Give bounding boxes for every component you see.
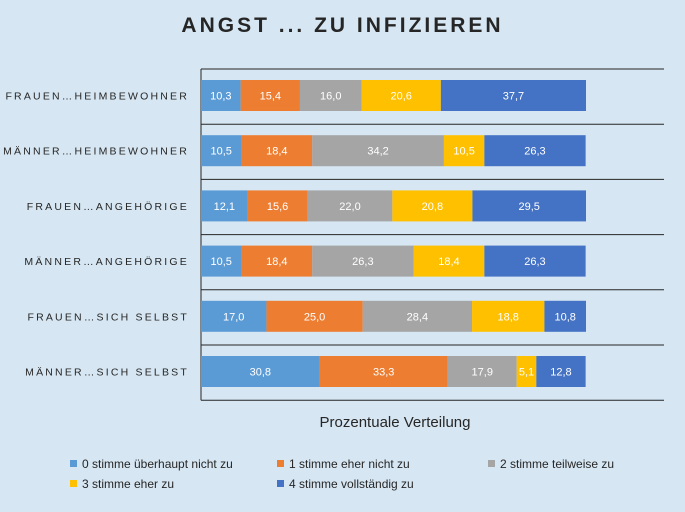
legend-swatch (277, 480, 284, 488)
bar-segment (484, 135, 586, 167)
legend-item: 2 stimme teilweise zu (488, 457, 614, 471)
data-label: 10,3 (210, 91, 231, 103)
bar-segment (472, 300, 545, 332)
data-label: 33,3 (373, 367, 394, 379)
legend-swatch (70, 460, 77, 468)
category-label: MÄNNER…ANGEHÖRIGE (24, 256, 189, 268)
bar-segment (392, 190, 473, 222)
data-label: 18,4 (266, 146, 287, 158)
bar-segment (544, 300, 586, 332)
bar-segment (201, 135, 242, 167)
data-label: 20,8 (422, 201, 443, 213)
bar-segment (201, 245, 242, 277)
bar-segment (361, 80, 441, 111)
bar-segment (312, 135, 444, 167)
legend-swatch (488, 460, 495, 468)
bar-segment (536, 356, 586, 387)
data-label: 18,4 (438, 256, 459, 268)
data-label: 20,6 (390, 91, 411, 103)
chart-title: ANGST ... ZU INFIZIEREN (181, 14, 504, 37)
bar-segment (201, 356, 320, 387)
data-label: 22,0 (339, 201, 360, 213)
category-label: FRAUEN…SICH SELBST (27, 311, 189, 323)
data-label: 10,5 (453, 146, 474, 158)
bar-segment (201, 190, 248, 222)
bar-segment (201, 300, 267, 332)
bar-segment (241, 245, 313, 277)
legend-label: 0 stimme überhaupt nicht zu (82, 457, 233, 471)
legend-item: 0 stimme überhaupt nicht zu (70, 457, 233, 471)
bar-segment (447, 356, 517, 387)
legend-item: 1 stimme eher nicht zu (277, 457, 410, 471)
bar-segment (484, 245, 586, 277)
category-label: MÄNNER…HEIMBEWOHNER (3, 146, 189, 158)
bar-segment (266, 300, 363, 332)
data-label: 26,3 (524, 256, 545, 268)
bar-segment (319, 356, 448, 387)
bar-segment (307, 190, 393, 222)
bar-segment (362, 300, 473, 332)
category-label: MÄNNER…SICH SELBST (25, 367, 189, 379)
data-label: 37,7 (503, 91, 524, 103)
data-label: 18,8 (498, 311, 519, 323)
legend-swatch (70, 480, 77, 488)
legend-item: 4 stimme vollständig zu (277, 477, 414, 491)
data-label: 16,0 (320, 91, 341, 103)
data-label: 18,4 (266, 256, 287, 268)
data-label: 10,8 (554, 311, 575, 323)
bar-segment (516, 356, 537, 387)
data-label: 34,2 (367, 146, 388, 158)
data-label: 10,5 (211, 256, 232, 268)
bar-segment (299, 80, 362, 111)
bar-segment (201, 80, 241, 111)
legend-label: 3 stimme eher zu (82, 477, 175, 491)
bar-segment (440, 80, 586, 111)
data-label: 26,3 (524, 146, 545, 158)
legend-label: 4 stimme vollständig zu (289, 477, 414, 491)
data-label: 25,0 (304, 311, 325, 323)
data-label: 30,8 (250, 367, 271, 379)
bar-segment (472, 190, 586, 222)
bar-segment (443, 135, 485, 167)
bar-segment (240, 80, 300, 111)
bar-segment (241, 135, 313, 167)
data-label: 10,5 (211, 146, 232, 158)
bar-segment (312, 245, 414, 277)
data-label: 12,1 (214, 201, 235, 213)
data-label: 17,9 (472, 367, 493, 379)
bar-segment (247, 190, 308, 222)
bar-segment (413, 245, 485, 277)
data-label: 5,1 (519, 367, 534, 379)
data-label: 15,6 (267, 201, 288, 213)
legend-swatch (277, 460, 284, 468)
legend-item: 3 stimme eher zu (70, 477, 174, 491)
legend-label: 1 stimme eher nicht zu (289, 457, 410, 471)
category-label: FRAUEN…ANGEHÖRIGE (27, 201, 189, 213)
x-axis-label: Prozentuale Verteilung (319, 414, 471, 431)
data-label: 12,8 (550, 367, 571, 379)
legend-label: 2 stimme teilweise zu (500, 457, 615, 471)
data-label: 15,4 (260, 91, 281, 103)
data-label: 17,0 (223, 311, 244, 323)
data-label: 26,3 (352, 256, 373, 268)
category-label: FRAUEN…HEIMBEWOHNER (5, 91, 189, 103)
data-label: 29,5 (519, 201, 540, 213)
data-label: 28,4 (407, 311, 428, 323)
